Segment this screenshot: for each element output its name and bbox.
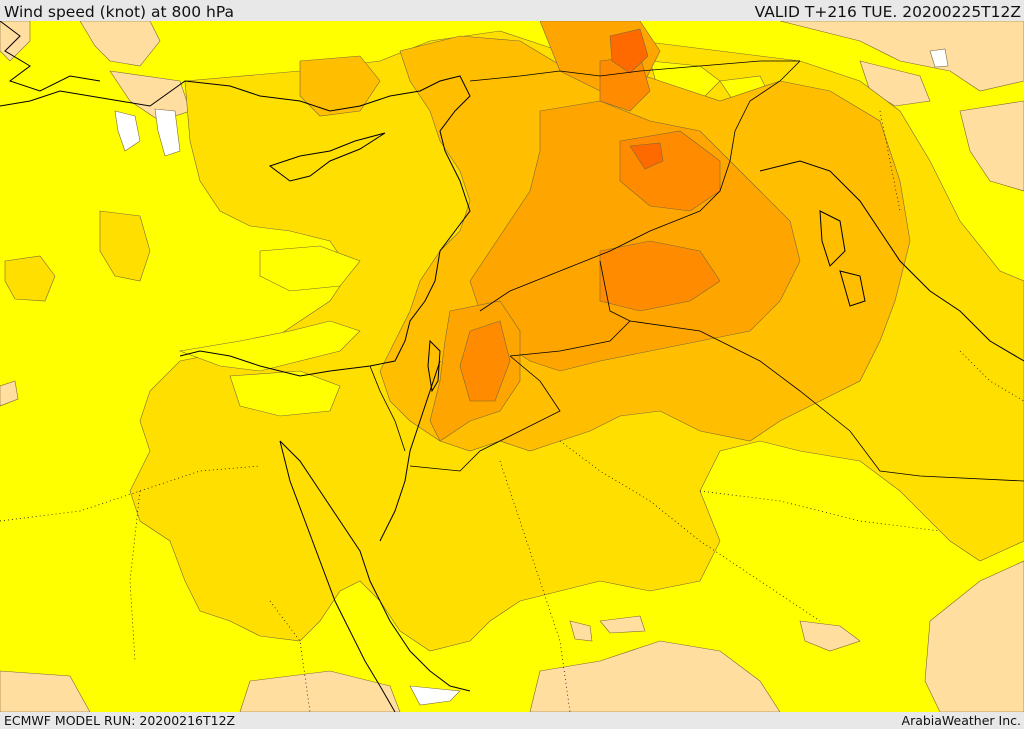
borders [369,60,1024,482]
map-header: Wind speed (knot) at 800 hPa VALID T+216… [0,0,1024,21]
credit-text: ArabiaWeather Inc. [901,713,1021,728]
strongest-speed-core [609,28,664,170]
model-run: ECMWF MODEL RUN: 20200216T12Z [4,713,236,728]
wind-speed-map [0,21,1024,712]
province-lines [0,110,1024,712]
map-canvas [0,21,1024,712]
map-title: Wind speed (knot) at 800 hPa [4,3,235,21]
strong-speed-region [459,55,721,402]
map-footer: ECMWF MODEL RUN: 20200216T12Z ArabiaWeat… [0,712,1024,729]
coastlines [0,21,1024,712]
valid-time: VALID T+216 TUE. 20200225T12Z [754,3,1021,21]
